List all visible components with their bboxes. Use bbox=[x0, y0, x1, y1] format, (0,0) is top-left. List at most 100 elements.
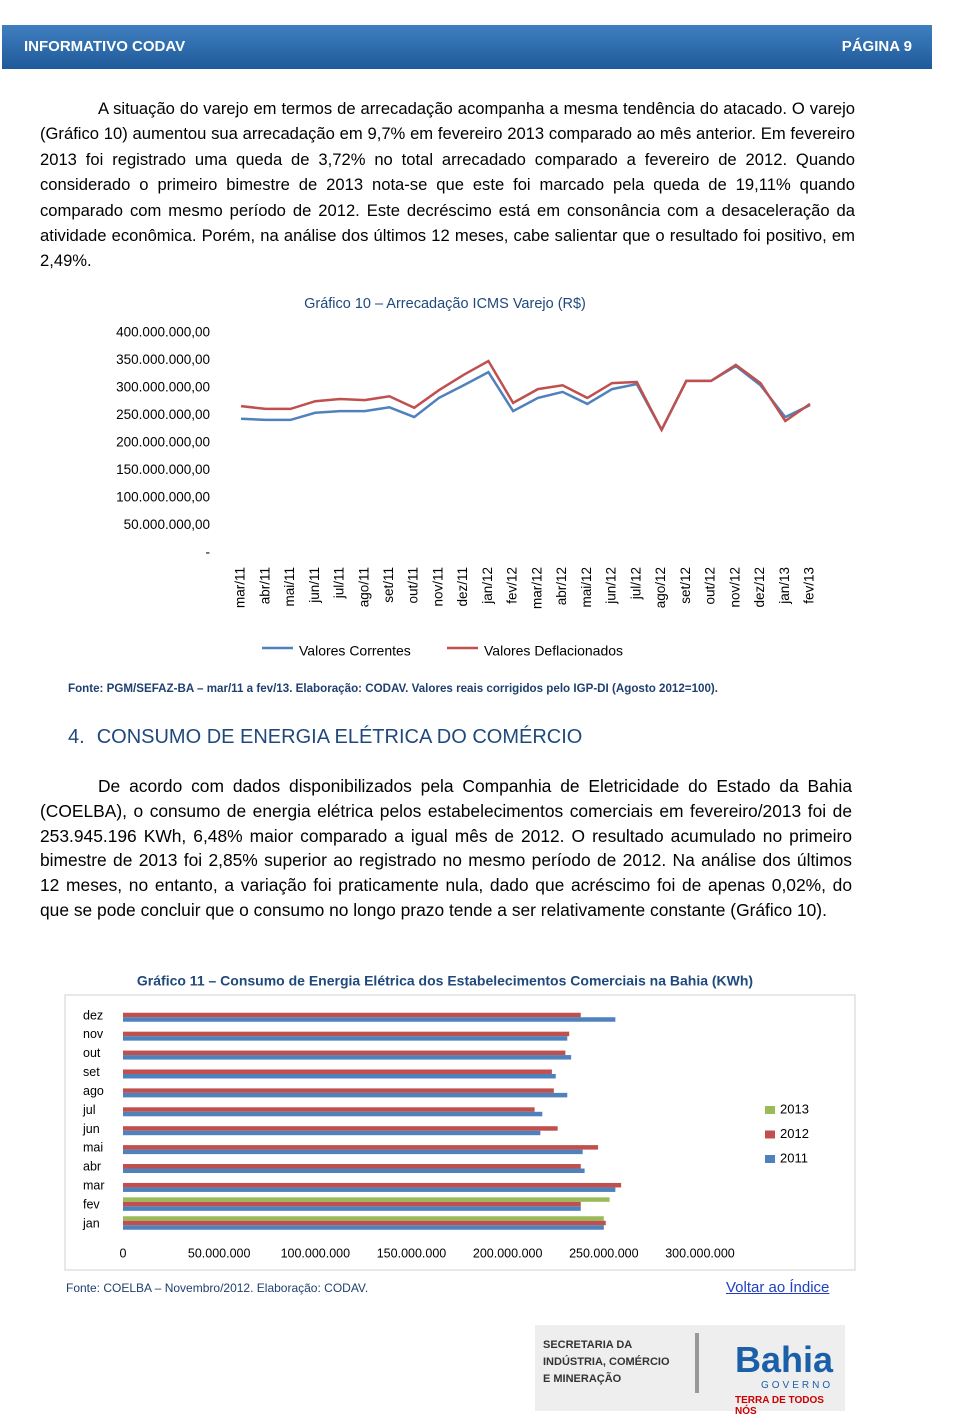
y-tick-label: 250.000.000,00 bbox=[116, 407, 210, 422]
y-tick-label: 350.000.000,00 bbox=[116, 352, 210, 367]
x-tick-label: set/12 bbox=[678, 567, 693, 604]
bar bbox=[123, 1216, 604, 1221]
bar bbox=[123, 1031, 570, 1037]
bar bbox=[123, 1164, 581, 1169]
x-tick-label: fev/13 bbox=[802, 567, 817, 604]
bar bbox=[123, 1012, 581, 1018]
x-tick-label: jun/11 bbox=[307, 567, 322, 604]
y-tick-label: jan bbox=[82, 1216, 100, 1230]
y-tick-label: nov bbox=[83, 1027, 104, 1041]
bar bbox=[123, 1126, 558, 1131]
legend-swatch bbox=[765, 1130, 775, 1139]
x-tick-label: 300.000.000 bbox=[665, 1246, 735, 1260]
data-line bbox=[240, 364, 811, 433]
bar bbox=[123, 1168, 585, 1174]
paragraph: De acordo com dados disponibilizados pel… bbox=[40, 776, 852, 920]
bar bbox=[123, 1088, 554, 1093]
legend-label: Valores Correntes bbox=[299, 643, 411, 659]
logo-text: SECRETARIA DA INDÚSTRIA, COMÉRCIO E MINE… bbox=[543, 1337, 670, 1388]
x-tick-label: abr/12 bbox=[554, 567, 569, 605]
y-tick-label: - bbox=[206, 545, 211, 560]
section-heading: 4. CONSUMO DE ENERGIA ELÉTRICA DO COMÉRCI… bbox=[68, 726, 582, 749]
header-bar: INFORMATIVO CODAV PÁGINA 9 bbox=[2, 25, 932, 69]
legend-label: 2011 bbox=[780, 1150, 808, 1165]
y-tick-label: 50.000.000,00 bbox=[124, 517, 210, 532]
x-tick-label: ago/11 bbox=[356, 567, 371, 607]
x-tick-label: out/11 bbox=[406, 567, 421, 604]
legend-label: 2012 bbox=[780, 1126, 809, 1141]
x-tick-label: dez/12 bbox=[752, 567, 767, 608]
logo-brand: Bahia bbox=[735, 1339, 834, 1380]
x-tick-label: jan/12 bbox=[480, 567, 495, 605]
bar bbox=[123, 1220, 606, 1226]
bar bbox=[123, 1197, 610, 1202]
source-note: Fonte: COELBA – Novembro/2012. Elaboraçã… bbox=[66, 1281, 369, 1295]
y-tick-label: 150.000.000,00 bbox=[116, 462, 210, 477]
x-tick-label: jun/12 bbox=[604, 567, 619, 605]
bar bbox=[123, 1149, 583, 1155]
x-tick-label: mai/12 bbox=[579, 567, 594, 608]
logo-line: E MINERAÇÃO bbox=[543, 1373, 622, 1385]
x-tick-label: out/12 bbox=[703, 567, 718, 605]
bar bbox=[123, 1187, 616, 1192]
logo-line: SECRETARIA DA bbox=[543, 1339, 633, 1351]
x-tick-label: ago/12 bbox=[653, 567, 668, 608]
chart-title: Gráfico 11 – Consumo de Energia Elétrica… bbox=[137, 973, 753, 989]
x-tick-label: 50.000.000 bbox=[188, 1246, 251, 1260]
logo-divider bbox=[695, 1333, 699, 1393]
x-tick-label: mar/11 bbox=[233, 567, 248, 608]
y-tick-label: set bbox=[83, 1065, 100, 1079]
bar bbox=[123, 1107, 535, 1112]
x-tick-label: mar/12 bbox=[529, 567, 544, 609]
x-tick-label: 0 bbox=[120, 1246, 127, 1260]
legend-swatch bbox=[765, 1106, 775, 1114]
bar bbox=[123, 1069, 552, 1074]
bar bbox=[123, 1092, 568, 1098]
bar bbox=[123, 1201, 581, 1207]
y-tick-label: 200.000.000,00 bbox=[116, 435, 210, 450]
x-tick-label: 250.000.000 bbox=[569, 1246, 639, 1260]
x-tick-label: jan/13 bbox=[777, 567, 792, 605]
x-tick-label: set/11 bbox=[381, 567, 396, 603]
bar bbox=[123, 1036, 568, 1041]
x-tick-label: jul/11 bbox=[332, 567, 347, 599]
legend-swatch bbox=[765, 1155, 775, 1163]
x-tick-label: nov/11 bbox=[430, 567, 445, 607]
y-tick-label: abr bbox=[83, 1160, 101, 1174]
x-tick-label: mai/11 bbox=[282, 567, 297, 607]
bar bbox=[123, 1055, 572, 1060]
legend-label: Valores Deflacionados bbox=[484, 643, 623, 659]
y-tick-label: 100.000.000,00 bbox=[116, 490, 210, 505]
x-tick-label: 150.000.000 bbox=[377, 1246, 447, 1260]
y-tick-label: fev bbox=[83, 1197, 100, 1211]
logo: SECRETARIA DA INDÚSTRIA, COMÉRCIO E MINE… bbox=[535, 1325, 845, 1417]
header-title: INFORMATIVO CODAV bbox=[24, 38, 186, 55]
y-tick-label: ago bbox=[83, 1084, 104, 1098]
page-number: PÁGINA 9 bbox=[841, 38, 912, 55]
chart-title: Gráfico 10 – Arrecadação ICMS Varejo (R$… bbox=[304, 296, 586, 312]
x-tick-label: 100.000.000 bbox=[281, 1246, 351, 1260]
logo-motto: TERRA DE TODOS NÓS bbox=[735, 1395, 824, 1417]
x-tick-label: jul/12 bbox=[628, 567, 643, 600]
y-tick-label: 400.000.000,00 bbox=[116, 325, 210, 340]
logo-line: INDÚSTRIA, COMÉRCIO bbox=[543, 1356, 670, 1368]
y-tick-label: jul bbox=[82, 1103, 96, 1117]
paragraph: A situação do varejo em termos de arreca… bbox=[40, 99, 855, 271]
bar bbox=[123, 1050, 566, 1056]
data-line bbox=[240, 359, 811, 433]
x-tick-label: 200.000.000 bbox=[473, 1246, 543, 1260]
bar bbox=[123, 1130, 541, 1136]
chart-frame bbox=[64, 994, 856, 1271]
bar bbox=[123, 1206, 581, 1211]
y-tick-label: jun bbox=[82, 1122, 100, 1136]
bar bbox=[123, 1225, 604, 1230]
bar bbox=[123, 1145, 599, 1150]
bar bbox=[123, 1182, 622, 1188]
y-tick-label: mai bbox=[83, 1141, 103, 1155]
bar bbox=[123, 1073, 556, 1079]
legend-label: 2013 bbox=[780, 1101, 809, 1116]
bar bbox=[123, 1017, 616, 1022]
x-tick-label: nov/12 bbox=[727, 567, 742, 608]
index-link[interactable]: Voltar ao Índice bbox=[726, 1279, 830, 1296]
y-tick-label: dez bbox=[83, 1008, 103, 1022]
